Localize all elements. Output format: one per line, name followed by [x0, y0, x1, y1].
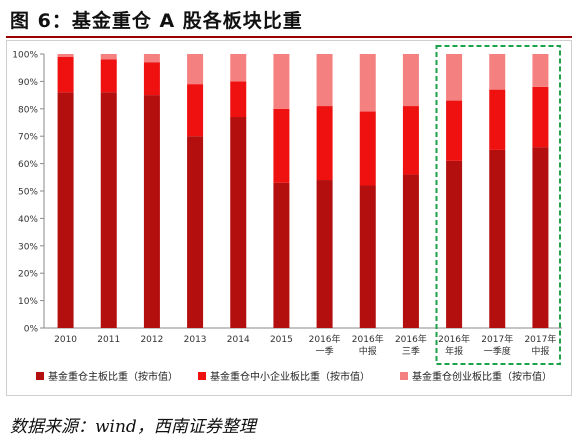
bar-segment-series-1 [446, 160, 463, 328]
bar-segment-series-2 [316, 106, 333, 181]
highlight-box [435, 45, 561, 365]
y-tick-label: 80% [18, 105, 38, 115]
legend-label: 基金重仓中小企业板比重（按市值） [210, 370, 370, 383]
x-tick-label: 2014 [227, 335, 250, 345]
x-tick-label: 中报 [531, 345, 549, 357]
bar-segment-series-2 [143, 62, 160, 96]
bar-segment-series-2 [532, 86, 549, 148]
x-tick-label: 2016年 [395, 333, 427, 345]
x-tick-label: 2017年 [524, 333, 556, 345]
x-tick-label: 中报 [359, 345, 377, 357]
legend-swatch [198, 372, 206, 380]
bar-segment-series-3 [532, 54, 549, 87]
x-tick-label: 年报 [445, 345, 463, 357]
bar-segment-series-2 [446, 100, 463, 161]
bar-segment-series-3 [316, 54, 333, 107]
bar-segment-series-3 [143, 54, 160, 63]
bar-segment-series-1 [100, 92, 117, 328]
y-tick-label: 40% [18, 215, 38, 225]
x-tick-label: 2012 [140, 335, 163, 345]
legend-label: 基金重仓创业板比重（按市值） [412, 370, 552, 383]
x-tick-label: 2016年 [309, 333, 341, 345]
y-tick-label: 60% [18, 160, 38, 170]
source-note: 数据来源：wind，西南证券整理 [10, 417, 256, 437]
bar-segment-series-2 [273, 108, 290, 183]
figure-title: 图 6：基金重仓 A 股各板块比重 [10, 10, 303, 32]
bar-segment-series-2 [359, 111, 376, 186]
bar-segment-series-1 [57, 92, 74, 328]
bar-segment-series-1 [273, 182, 290, 328]
bar-segment-series-3 [359, 54, 376, 112]
bar-segment-series-2 [100, 59, 117, 93]
legend-swatch [36, 372, 44, 380]
stacked-bar-chart: 0% 10% 20% 30% 40% 50% 60% 70% 80% 90% 100% 2010 201… [6, 40, 572, 396]
x-tick-label: 2016年 [438, 333, 470, 345]
y-tick-label: 20% [18, 270, 38, 280]
x-tick-label: 一季度 [484, 345, 511, 357]
bar-segment-series-3 [446, 54, 463, 101]
bar-segment-series-2 [57, 56, 74, 93]
bar-segment-series-1 [143, 95, 160, 328]
y-tick-label: 70% [18, 133, 38, 143]
bar-segment-series-1 [230, 117, 247, 329]
bar-segment-series-2 [230, 81, 247, 118]
chart-frame [6, 40, 572, 396]
bar-segment-series-1 [532, 147, 549, 328]
bar-segment-series-3 [187, 54, 204, 85]
x-tick-label: 2016年 [352, 333, 384, 345]
bar-segment-series-1 [187, 136, 204, 328]
y-tick-label: 100% [12, 51, 38, 61]
x-tick-label: 一季 [316, 345, 334, 357]
x-tick-label: 2011 [97, 335, 120, 345]
y-tick-label: 0% [24, 325, 39, 335]
y-tick-label: 10% [18, 297, 38, 307]
y-tick-label: 30% [18, 242, 38, 252]
bar-segment-series-3 [57, 54, 74, 57]
legend-swatch [400, 372, 408, 380]
bar-segment-series-1 [359, 185, 376, 328]
bar-segment-series-1 [402, 174, 419, 328]
x-tick-label: 三季 [402, 345, 420, 357]
bar-segment-series-3 [100, 54, 117, 60]
chart-container: 0% 10% 20% 30% 40% 50% 60% 70% 80% 90% 100% 2010 201… [6, 40, 572, 396]
bar-segment-series-3 [489, 54, 506, 90]
legend-label: 基金重仓主板比重（按市值） [48, 370, 178, 383]
bar-segment-series-1 [489, 149, 506, 328]
x-tick-label: 2010 [54, 335, 77, 345]
bar-segment-series-2 [489, 89, 506, 150]
y-tick-label: 50% [18, 188, 38, 198]
x-tick-label: 2013 [184, 335, 207, 345]
bar-segment-series-3 [273, 54, 290, 109]
x-tick-label: 2015 [270, 335, 293, 345]
bar-segment-series-1 [316, 180, 333, 328]
bar-segment-series-2 [187, 84, 204, 137]
bar-segment-series-3 [402, 54, 419, 107]
y-tick-label: 90% [18, 78, 38, 88]
title-divider [6, 36, 572, 38]
bar-segment-series-3 [230, 54, 247, 82]
bar-segment-series-2 [402, 106, 419, 175]
x-tick-label: 2017年 [481, 333, 513, 345]
